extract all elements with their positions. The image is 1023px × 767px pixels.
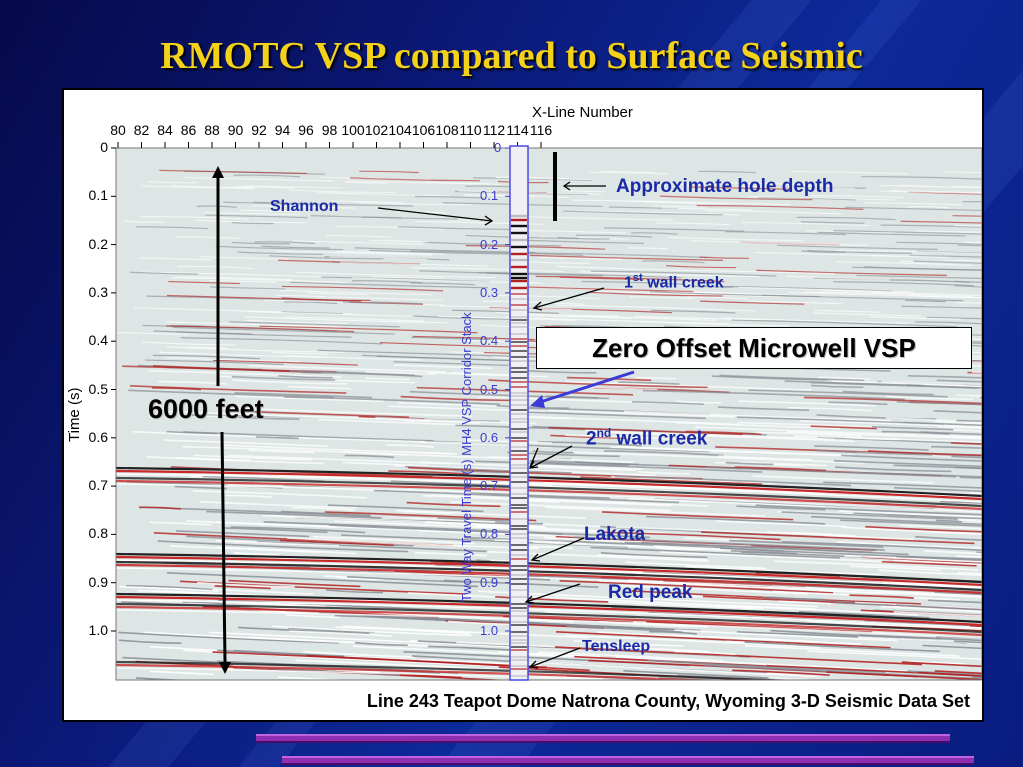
x-tick-label: 98	[321, 122, 338, 138]
depth-arrow-bottom	[220, 431, 227, 663]
vsp-pointer-arrow	[533, 370, 635, 406]
figure-panel: 0 0.1 0.2 0.3 0.4 0.5 0.6 0.7 0.8 0.9 1.0 80 82 84 86…	[62, 88, 984, 722]
red-peak-label: Red peak	[608, 582, 693, 603]
vsp-tick-label: 0.9	[480, 574, 499, 590]
slide-title: RMOTC VSP compared to Surface Seismic	[160, 35, 863, 77]
lakota-arrow	[531, 537, 585, 561]
x-axis-label: X-Line Number	[532, 104, 633, 121]
vsp-tick-label: 0.7	[480, 478, 499, 494]
x-tick-label: 84	[157, 122, 173, 138]
y-tick-label: 0.4	[88, 332, 108, 349]
red-peak-arrow	[525, 583, 581, 603]
y-tick-label: 0	[100, 139, 108, 155]
decorative-bar	[256, 734, 950, 743]
x-tick-label: 86	[180, 122, 197, 138]
vsp-tick-label: 0.3	[480, 284, 499, 300]
x-tick-label: 100	[341, 122, 365, 138]
y-tick-label: 1.0	[88, 622, 108, 638]
vsp-tick-label: 0.8	[480, 526, 499, 542]
vsp-tick-label: 0.6	[480, 429, 499, 445]
vsp-strip	[509, 145, 529, 681]
first-wall-creek-label: 1st wall creek	[624, 272, 724, 292]
y-tick-label: 0.3	[88, 283, 108, 300]
x-tick-label: 110	[459, 122, 482, 138]
x-tick-label: 116	[529, 122, 553, 138]
seismic-reflectors	[116, 169, 982, 680]
x-tick-label: 80	[110, 122, 126, 138]
x-tick-label: 88	[204, 122, 220, 138]
vsp-tick-label: 0	[494, 140, 502, 155]
decorative-bar	[282, 756, 974, 765]
six-thousand-feet-label: 6000 feet	[148, 394, 264, 424]
y-tick-label: 0.5	[88, 380, 108, 397]
x-tick-label: 94	[274, 122, 291, 138]
zero-offset-label: Zero Offset Microwell VSP	[536, 327, 972, 369]
shannon-arrow	[377, 207, 493, 222]
x-tick-label: 114	[506, 122, 529, 138]
tensleep-label: Tensleep	[582, 638, 651, 655]
x-tick-label: 108	[435, 122, 459, 138]
tensleep-arrow	[529, 647, 581, 668]
x-tick-label: 106	[411, 122, 436, 138]
x-tick-label: 104	[388, 122, 412, 138]
y-axis-label: Time (s)	[66, 387, 83, 442]
y-tick-label: 0.8	[88, 525, 108, 542]
y-tick-label: 0.1	[88, 187, 108, 204]
vsp-tick-label: 0.4	[480, 333, 499, 349]
y-tick-label: 0.9	[88, 573, 108, 590]
x-tick-label: 96	[298, 122, 314, 138]
x-tick-label: 92	[251, 122, 267, 138]
x-tick-label: 82	[133, 122, 150, 138]
vsp-tick-label: 0.5	[480, 381, 499, 397]
x-tick-label: 112	[482, 122, 506, 138]
vsp-tick-label: 1.0	[480, 623, 499, 638]
shannon-label: Shannon	[270, 198, 339, 215]
x-tick-label: 102	[364, 122, 389, 138]
y-tick-label: 0.7	[88, 477, 108, 494]
y-tick-label: 0.6	[88, 428, 108, 445]
lakota-label: Lakota	[584, 524, 646, 545]
vsp-tick-label: 0.1	[480, 188, 499, 204]
approx-hole-depth-label: Approximate hole depth	[616, 176, 834, 197]
y-tick-label: 0.2	[88, 235, 108, 252]
second-wall-creek-label: 2nd wall creek	[586, 426, 708, 450]
second-wall-creek-arrow	[529, 447, 539, 468]
first-wall-creek-arrow	[533, 287, 605, 309]
x-tick-label: 90	[227, 122, 244, 138]
seismic-section	[111, 142, 982, 681]
vsp-tick-label: 0.2	[480, 236, 499, 252]
vsp-axis-label: Two Way Travel Time (s) MH4 VSP Corridor…	[459, 312, 474, 602]
figure-caption: Line 243 Teapot Dome Natrona County, Wyo…	[366, 691, 970, 711]
